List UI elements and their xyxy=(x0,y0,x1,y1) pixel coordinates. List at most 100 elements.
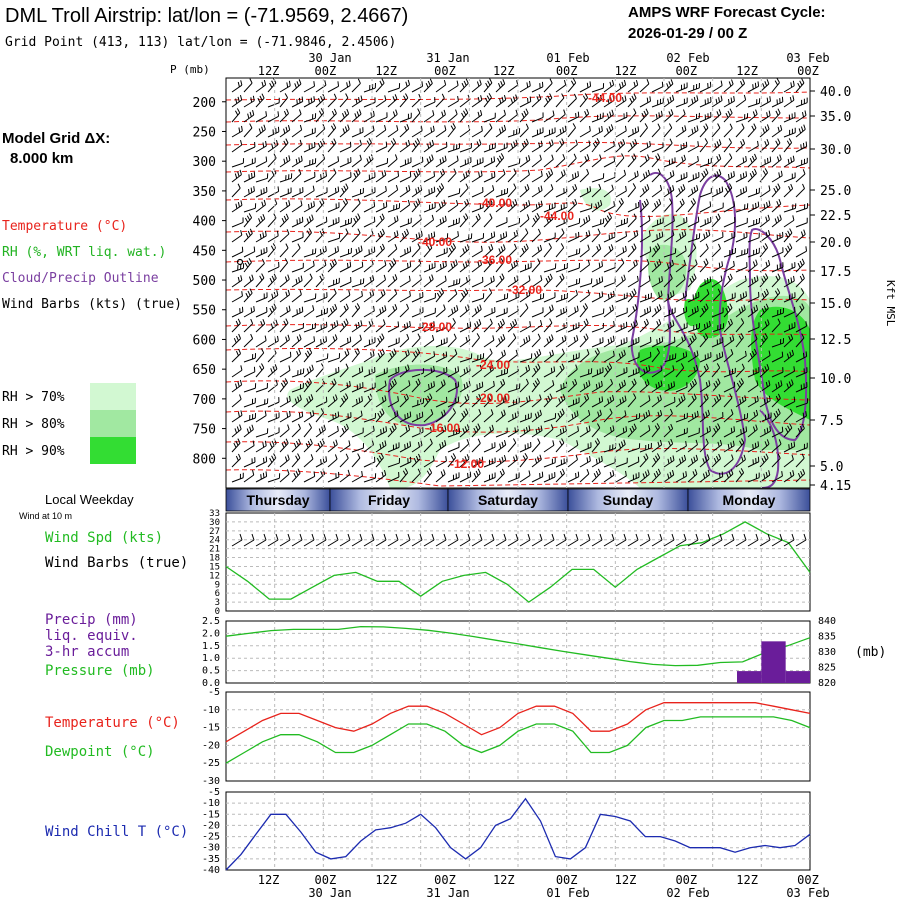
wind-barb xyxy=(747,140,759,153)
wind-barb xyxy=(555,153,566,168)
temperature-tick-label: -15 xyxy=(202,723,220,734)
wind-barb xyxy=(579,186,592,198)
wind-barb xyxy=(243,203,257,213)
wind-barb xyxy=(375,305,387,318)
wind-barb xyxy=(483,348,493,363)
wind-barb xyxy=(327,394,338,408)
wind-barb xyxy=(291,216,304,228)
wind-barb xyxy=(591,291,604,303)
wind-speed-label: Wind Spd (kts) xyxy=(45,530,163,546)
wind-barb xyxy=(447,217,460,228)
wind-barb xyxy=(795,157,808,168)
wind-barb xyxy=(723,367,736,378)
wind-barb xyxy=(591,173,605,183)
wind-barb xyxy=(375,228,385,243)
wind-barb xyxy=(483,78,493,93)
wind-barb xyxy=(735,113,749,123)
wind-barb xyxy=(531,438,541,453)
wind-barb xyxy=(699,157,712,168)
wind-barb xyxy=(387,471,400,483)
wind-barb xyxy=(783,112,796,123)
wind-barb xyxy=(471,110,483,123)
wind-speed-tick-label: 18 xyxy=(209,554,220,564)
wind-barb xyxy=(711,95,723,108)
wind-barb xyxy=(699,201,712,213)
wind-barb xyxy=(603,140,615,153)
time-tick-label: 00Z xyxy=(675,64,697,78)
wind-barb xyxy=(699,393,709,408)
wind-barb xyxy=(387,458,401,468)
wind-barb xyxy=(483,185,495,198)
wind-barb xyxy=(531,228,541,243)
wind-barb xyxy=(591,438,601,453)
wind-barb xyxy=(315,80,327,93)
height-tick-label: 40.0 xyxy=(820,85,851,100)
wind-barb xyxy=(555,394,566,408)
wind-barb xyxy=(375,395,387,408)
wind-barb xyxy=(303,185,315,198)
wind-barb xyxy=(759,303,769,318)
wind-barb xyxy=(291,348,302,363)
wind-barb xyxy=(375,141,388,153)
wind-barb xyxy=(327,353,341,363)
wind-barb xyxy=(435,322,448,333)
surface-wind-barb xyxy=(663,533,675,547)
wind-barb xyxy=(675,471,687,483)
wind-barb xyxy=(243,397,256,408)
date-tick-label: 01 Feb xyxy=(546,51,589,65)
wind-barb xyxy=(699,112,712,123)
wind-barb xyxy=(615,337,628,348)
wind-barb xyxy=(351,471,363,483)
surface-wind-barb xyxy=(711,533,723,547)
wind-barb xyxy=(267,186,280,198)
height-ticks: 40.0 35.0 30.0 25.0 22.5 20.0 17.5 15.0 12.5 10.0… xyxy=(810,85,851,494)
time-tick-label: 12Z xyxy=(736,64,758,78)
wind-barb xyxy=(771,318,781,333)
wind-barb xyxy=(387,288,398,303)
wind-barb xyxy=(327,471,340,483)
wind-barb xyxy=(243,95,255,108)
wind-barb xyxy=(699,425,711,438)
surface-wind-barb xyxy=(411,533,423,547)
wind-barb xyxy=(543,413,557,423)
wind-barb xyxy=(627,170,639,183)
time-tick-label: 12Z xyxy=(258,64,280,78)
wind-barb xyxy=(795,423,805,438)
wind-speed-tick-label: 30 xyxy=(209,518,220,528)
wind-barb xyxy=(399,364,410,378)
legend-entry: Wind Barbs (kts) (true) xyxy=(2,297,182,312)
wind-barb xyxy=(375,319,386,333)
wind-barb xyxy=(495,395,507,408)
wind-barb xyxy=(699,216,712,228)
wind-speed-tick-label: 0 xyxy=(215,607,220,617)
height-tick-label: 4.15 xyxy=(820,479,851,494)
wind-barb xyxy=(267,453,277,468)
wind-barb xyxy=(279,93,289,108)
wind-barb xyxy=(339,440,351,453)
wind-barb xyxy=(555,273,565,288)
wind-barb xyxy=(567,471,580,483)
wind-barb xyxy=(351,427,364,438)
wind-barb xyxy=(243,157,256,168)
wind-barb xyxy=(567,335,579,348)
wind-barb xyxy=(723,440,735,453)
wind-barb xyxy=(747,123,757,138)
wind-barb xyxy=(591,409,602,423)
wind-barb xyxy=(495,334,506,348)
wind-barb xyxy=(495,409,506,423)
weekday-cell xyxy=(687,488,811,512)
wind-barb xyxy=(795,398,809,408)
wind-barb xyxy=(375,243,385,258)
temperature-line xyxy=(225,702,811,743)
variable-legend: Temperature (°C) RH (%, WRT liq. wat.) Clo… xyxy=(2,219,182,312)
wind-barb xyxy=(315,108,325,123)
wind-barb xyxy=(471,276,484,288)
wind-barb xyxy=(351,291,363,303)
wind-barb xyxy=(627,126,640,138)
wind-barb xyxy=(423,186,436,198)
height-tick-label: 15.0 xyxy=(820,297,851,312)
wind-barb xyxy=(279,424,290,438)
wind-barb xyxy=(387,244,398,258)
wind-barb xyxy=(279,243,289,258)
